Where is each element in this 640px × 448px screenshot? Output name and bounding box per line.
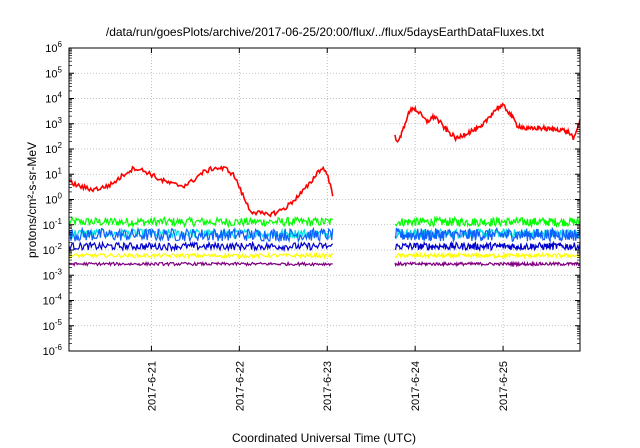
x-tick-label: 2017-6-21 [146, 361, 158, 411]
series-line-channel-1 [394, 215, 581, 229]
y-tick-label: 10-1 [43, 217, 63, 232]
y-tick-label: 106 [45, 40, 62, 55]
series-line-channel-6 [68, 260, 333, 267]
series-line-protons-2 [394, 102, 581, 143]
series-line-channel-3 [68, 226, 334, 244]
series-line-channel-3 [394, 226, 581, 244]
x-tick-label: 2017-6-25 [498, 361, 510, 411]
series-line-channel-4 [394, 240, 581, 253]
y-tick-label: 10-6 [43, 343, 63, 358]
x-axis-ticks: 2017-6-21 2017-6-22 2017-6-23 2017-6-24 2017… [146, 48, 510, 411]
y-tick-label: 10-3 [43, 267, 63, 282]
series-line-channel-5 [68, 251, 334, 260]
x-axis-label: Coordinated Universal Time (UTC) [232, 431, 416, 445]
series-line-protons-1 [68, 165, 334, 218]
y-tick-label: 103 [45, 116, 62, 131]
y-tick-label: 102 [45, 141, 62, 156]
y-tick-label: 104 [45, 91, 62, 106]
x-tick-label: 2017-6-24 [410, 361, 422, 411]
series-line-channel-6 [394, 260, 581, 268]
y-tick-label: 101 [45, 166, 62, 181]
y-axis-ticks: 10-6 10-5 10-4 10-3 10-2 10-1 100 101 102 103 104 1… [43, 40, 580, 358]
series-line-channel-5 [394, 251, 581, 260]
y-tick-label: 100 [45, 192, 62, 207]
grid-lines [69, 48, 580, 351]
x-tick-label: 2017-6-23 [322, 361, 334, 411]
y-axis-label: protons/cm²-s-sr-MeV [25, 142, 39, 258]
series-line-channel-1 [68, 215, 333, 229]
y-tick-label: 105 [45, 65, 62, 80]
series-layer [68, 102, 581, 268]
y-tick-label: 10-4 [43, 293, 63, 308]
y-tick-label: 10-2 [43, 242, 63, 257]
chart-title: /data/run/goesPlots/archive/2017-06-25/2… [106, 25, 545, 39]
series-line-channel-4 [68, 240, 334, 253]
x-tick-label: 2017-6-22 [234, 361, 246, 411]
y-tick-label: 10-5 [43, 318, 63, 333]
